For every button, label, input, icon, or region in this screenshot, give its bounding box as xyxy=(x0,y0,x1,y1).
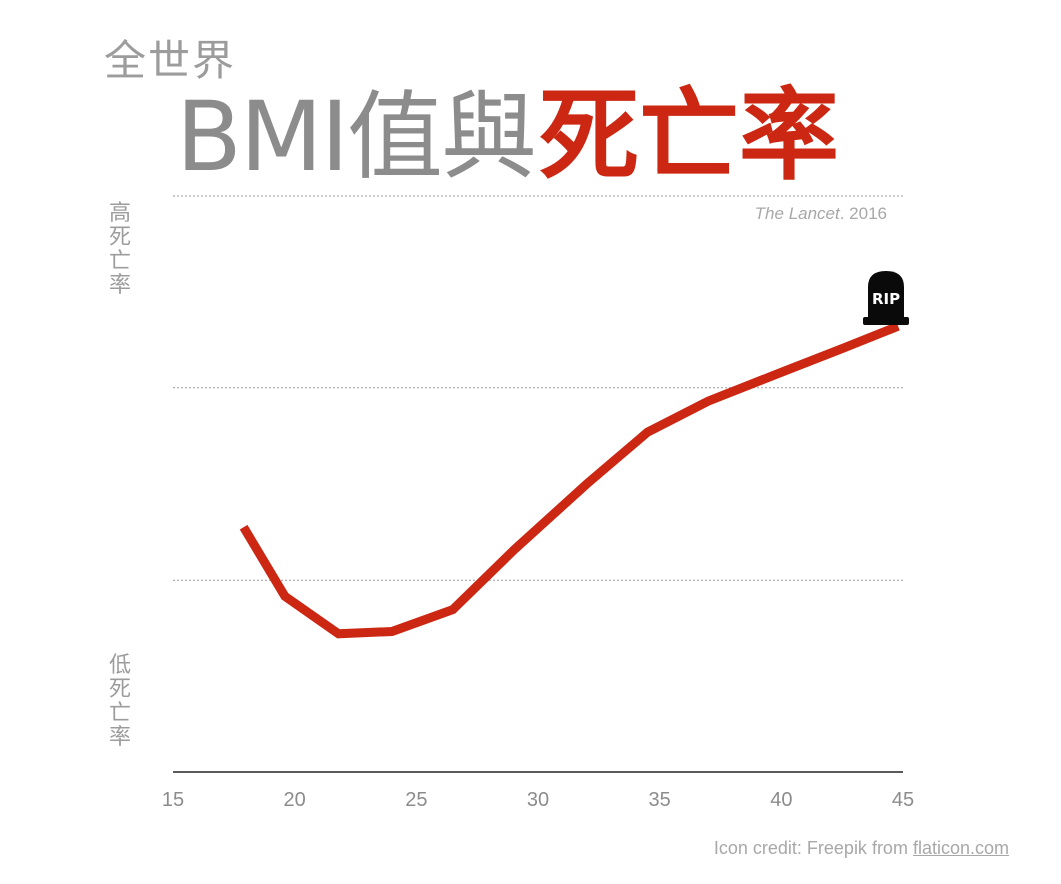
source-citation: The Lancet. 2016 xyxy=(755,204,887,224)
x-tick-label: 25 xyxy=(405,789,427,811)
y-label-high-char: 率 xyxy=(108,273,131,298)
x-tick-label: 30 xyxy=(527,789,549,811)
y-label-high-char: 高 xyxy=(108,201,131,226)
tombstone-body xyxy=(868,271,904,319)
tombstone-base xyxy=(863,317,909,325)
source-year: . 2016 xyxy=(839,204,887,223)
x-tick-label: 15 xyxy=(162,789,184,811)
y-label-high-mortality: 高 死 亡 率 xyxy=(106,202,134,298)
tombstone-icon: RIP xyxy=(863,271,909,325)
chart-title: BMI值與死亡率 xyxy=(176,86,839,186)
icon-credit-text: Icon credit: Freepik from xyxy=(713,838,913,858)
x-tick-label: 40 xyxy=(770,789,792,811)
x-tick: 35 xyxy=(649,789,671,811)
icon-credit-link[interactable]: flaticon.com xyxy=(912,838,1009,858)
x-tick-label: 20 xyxy=(284,789,306,811)
x-axis-ticks: 15 20 25 30 35 40 45 xyxy=(162,789,914,811)
chart-title-main: BMI值與 xyxy=(176,81,537,193)
chart-title-highlight: 死亡率 xyxy=(539,77,839,194)
x-tick: 25 xyxy=(405,789,427,811)
source-journal: The Lancet xyxy=(754,204,840,223)
y-label-low-char: 亡 xyxy=(108,701,131,726)
x-tick: 15 xyxy=(162,789,184,811)
x-tick-label: 45 xyxy=(892,789,914,811)
y-label-low-char: 死 xyxy=(108,677,131,702)
gridlines xyxy=(173,195,903,581)
y-label-low-char: 率 xyxy=(108,725,131,750)
y-label-high-char: 亡 xyxy=(108,249,131,274)
series-line xyxy=(239,322,900,639)
x-tick: 40 xyxy=(770,789,792,811)
chart-subtitle: 全世界 xyxy=(104,36,237,85)
x-tick-label: 35 xyxy=(649,789,671,811)
x-tick: 20 xyxy=(284,789,306,811)
icon-credit: Icon credit: Freepik from flaticon.com xyxy=(714,838,1009,859)
y-label-low-char: 低 xyxy=(108,653,131,678)
y-label-low-mortality: 低 死 亡 率 xyxy=(106,654,134,750)
x-tick: 30 xyxy=(527,789,549,811)
y-label-high-char: 死 xyxy=(108,225,131,250)
tombstone-label: RIP xyxy=(872,290,900,308)
x-tick: 45 xyxy=(892,789,914,811)
